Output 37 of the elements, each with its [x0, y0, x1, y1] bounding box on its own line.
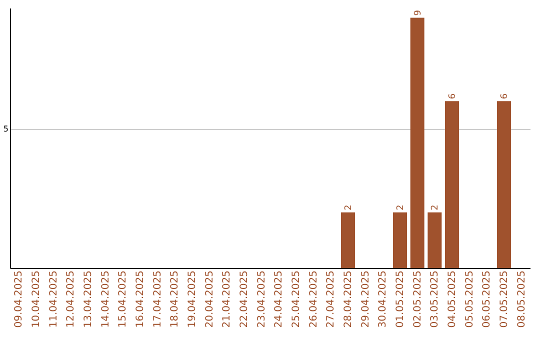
x-tick-label: 04.05.2025: [447, 270, 458, 328]
x-tick-label: 13.04.2025: [83, 270, 94, 328]
x-tick-label: 26.04.2025: [308, 270, 320, 328]
x-tick-label: 07.05.2025: [499, 270, 510, 328]
x-tick-label: 15.04.2025: [118, 270, 129, 328]
x-tick-label: 25.04.2025: [291, 270, 302, 328]
x-tick-label: 01.05.2025: [395, 270, 406, 328]
x-tick-label: 21.04.2025: [222, 270, 233, 328]
x-tick-label: 02.05.2025: [412, 270, 424, 328]
data-label: 2: [396, 204, 406, 210]
x-tick-label: 27.04.2025: [326, 270, 337, 328]
x-tick-label: 24.04.2025: [274, 270, 285, 328]
x-tick-label: 20.04.2025: [204, 270, 216, 328]
x-tick-label: 28.04.2025: [343, 270, 354, 328]
x-tick-label: 03.05.2025: [430, 270, 441, 328]
x-tick-label: 09.04.2025: [14, 270, 25, 328]
x-tick-label: 19.04.2025: [187, 270, 198, 328]
x-tick-label: 11.04.2025: [48, 270, 60, 328]
x-tick-label: 05.05.2025: [464, 270, 476, 328]
x-tick-label: 06.05.2025: [482, 270, 493, 328]
x-tick-label: 30.04.2025: [378, 270, 389, 328]
x-tick-label: 10.04.2025: [31, 270, 42, 328]
data-label: 6: [448, 93, 458, 100]
y-tick-label: 5: [3, 124, 8, 134]
x-tick-label: 08.05.2025: [516, 270, 528, 328]
x-tick-label: 18.04.2025: [170, 270, 181, 328]
x-tick-label: 29.04.2025: [360, 270, 372, 328]
data-label: 2: [344, 204, 354, 210]
x-tick-label: 16.04.2025: [135, 270, 146, 328]
x-tick-label: 14.04.2025: [100, 270, 112, 328]
x-tick-label: 12.04.2025: [66, 270, 77, 328]
x-tick-label: 22.04.2025: [239, 270, 250, 328]
x-tick-label: 23.04.2025: [256, 270, 268, 328]
data-label: 2: [430, 204, 441, 210]
data-label: 6: [500, 93, 510, 100]
x-tick-label: 17.04.2025: [152, 270, 164, 328]
data-label: 9: [413, 10, 424, 16]
